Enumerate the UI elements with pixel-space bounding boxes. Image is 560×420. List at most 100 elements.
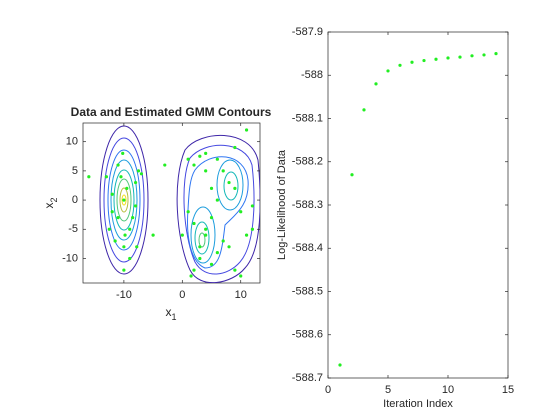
x-tick-label: 10 xyxy=(235,289,247,301)
y-tick-label: 10 xyxy=(66,136,78,148)
y-tick-label: -588 xyxy=(301,69,323,81)
point xyxy=(410,60,414,64)
point xyxy=(133,180,138,185)
point xyxy=(204,227,208,231)
x-tick-label: 0 xyxy=(325,384,331,396)
point xyxy=(482,53,486,57)
point xyxy=(131,215,135,220)
point xyxy=(189,274,193,278)
point xyxy=(113,239,117,243)
point xyxy=(122,198,126,202)
point xyxy=(104,175,108,179)
point xyxy=(233,268,237,272)
y-tick-label: -588.7 xyxy=(292,372,323,384)
point xyxy=(250,204,255,208)
point xyxy=(116,215,120,220)
point xyxy=(119,175,123,179)
point xyxy=(398,63,402,67)
point xyxy=(186,210,190,214)
contour xyxy=(121,194,127,206)
y-tick-label: -588.2 xyxy=(292,156,323,168)
y-axis-label: Log-Likelihood of Data xyxy=(276,149,288,260)
point xyxy=(192,163,196,167)
point xyxy=(128,227,132,231)
x-tick-label: 10 xyxy=(442,384,454,396)
point xyxy=(163,163,167,167)
point xyxy=(121,151,125,155)
point xyxy=(239,210,243,214)
point xyxy=(122,245,126,249)
point xyxy=(233,186,237,191)
point xyxy=(107,227,111,231)
point xyxy=(362,108,366,112)
y-tick-label: -588.3 xyxy=(292,199,323,211)
x-axis-label: x1 xyxy=(165,305,176,322)
y-tick-label: -587.9 xyxy=(292,26,323,38)
point xyxy=(128,256,132,261)
point xyxy=(192,268,196,272)
contour xyxy=(113,169,135,231)
point xyxy=(209,262,214,266)
point xyxy=(374,82,378,86)
y-tick-label: -588.6 xyxy=(292,329,323,341)
point xyxy=(122,268,126,272)
point xyxy=(338,363,342,367)
contour xyxy=(103,137,145,263)
x-tick-label: 0 xyxy=(179,289,185,301)
point xyxy=(204,169,208,173)
point xyxy=(180,233,184,237)
point xyxy=(139,172,144,176)
point xyxy=(198,245,202,249)
point xyxy=(434,57,438,61)
point xyxy=(244,233,249,237)
point xyxy=(250,227,255,231)
point xyxy=(198,154,202,158)
x-axis-label: Iteration Index xyxy=(383,398,453,410)
point xyxy=(227,245,231,249)
y-tick-label: 5 xyxy=(72,165,78,177)
point xyxy=(233,145,237,150)
point xyxy=(186,157,190,161)
point xyxy=(123,233,127,237)
contour xyxy=(190,206,216,264)
y-tick-label: 0 xyxy=(72,194,78,206)
x-tick-label: 15 xyxy=(502,384,514,396)
point xyxy=(244,128,249,132)
point xyxy=(386,69,390,73)
contour xyxy=(107,149,141,251)
point xyxy=(470,54,474,58)
point xyxy=(110,210,114,214)
point xyxy=(87,175,91,179)
point xyxy=(135,245,139,249)
y-axis-label: x2 xyxy=(42,197,59,208)
point xyxy=(458,55,462,59)
chart-title: Data and Estimated GMM Contours xyxy=(71,105,272,119)
y-tick-label: -588.4 xyxy=(292,242,323,254)
contour xyxy=(176,134,260,283)
contour xyxy=(187,156,249,269)
point xyxy=(116,163,120,167)
axes-right xyxy=(327,31,509,379)
contour xyxy=(194,221,210,255)
point xyxy=(494,52,498,56)
x-label-base: x xyxy=(165,305,171,319)
point xyxy=(215,198,219,202)
point xyxy=(204,233,208,237)
point xyxy=(239,274,243,278)
point xyxy=(221,169,225,173)
y-tick-label: -5 xyxy=(68,223,78,235)
point xyxy=(151,233,155,237)
point xyxy=(350,173,354,177)
point xyxy=(221,239,225,243)
y-tick-label: -588.1 xyxy=(292,112,323,124)
point xyxy=(422,58,426,63)
x-tick-label: -10 xyxy=(116,289,132,301)
point xyxy=(227,180,231,185)
point xyxy=(204,151,208,155)
point xyxy=(209,215,214,220)
contour xyxy=(223,171,239,201)
x-label-sub: 1 xyxy=(171,312,176,322)
contour xyxy=(110,159,138,241)
point xyxy=(446,56,450,60)
